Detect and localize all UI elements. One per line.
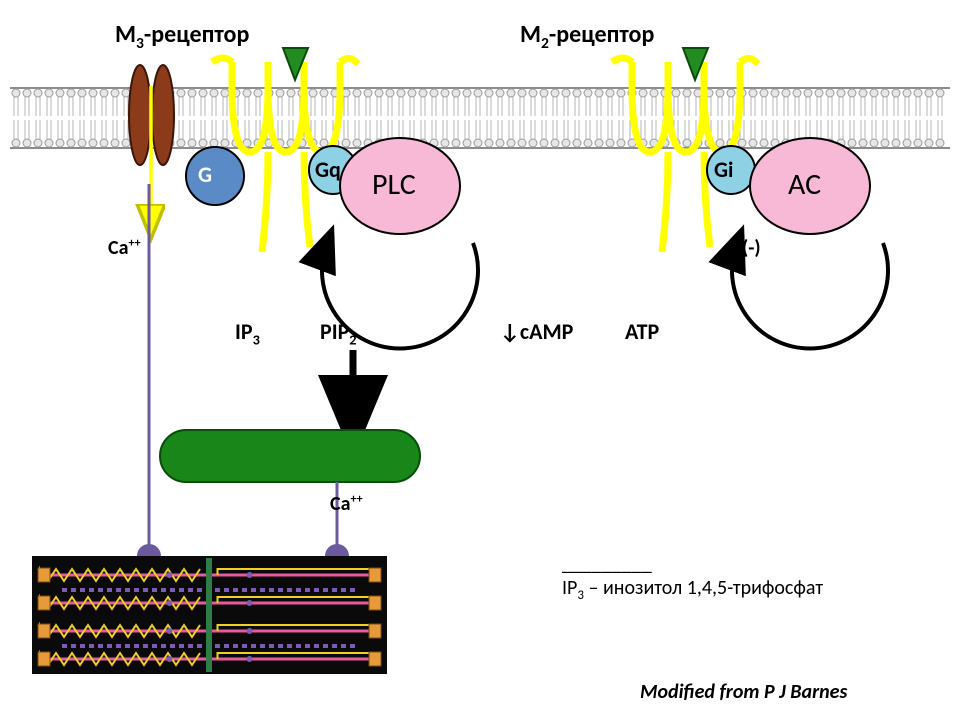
caption-text: IP3 – инозитол 1,4,5-трифосфат — [562, 576, 823, 603]
contractile-filaments — [32, 556, 387, 674]
minus-label: (-) — [742, 236, 761, 260]
ac-label: AC — [788, 166, 821, 203]
ip3-label: IP3 — [235, 318, 260, 348]
diagram-root: М3-рецептор М2-рецептор G Gq Gi PLC AC C… — [0, 0, 960, 720]
ca-er-label: Ca++ — [330, 492, 363, 516]
endoplasmic-reticulum — [160, 430, 420, 482]
caption-dash: _________ — [562, 552, 652, 576]
gq-label: Gq — [315, 156, 341, 183]
plc-label: PLC — [372, 166, 416, 203]
attribution-text: Modified from P J Barnes — [640, 680, 847, 704]
m3-receptor-title: М3-рецептор — [115, 20, 249, 53]
g-label: G — [198, 161, 212, 188]
pip2-label: PIP2 — [320, 318, 357, 348]
m2-receptor-title: М2-рецептор — [520, 20, 654, 53]
gi-label: Gi — [714, 156, 733, 183]
camp-label: ↓cAMP — [500, 318, 573, 345]
g-protein — [186, 147, 244, 205]
diagram-svg — [0, 0, 960, 720]
atp-label: ATP — [625, 318, 659, 345]
ca-top-label: Ca++ — [108, 236, 141, 260]
